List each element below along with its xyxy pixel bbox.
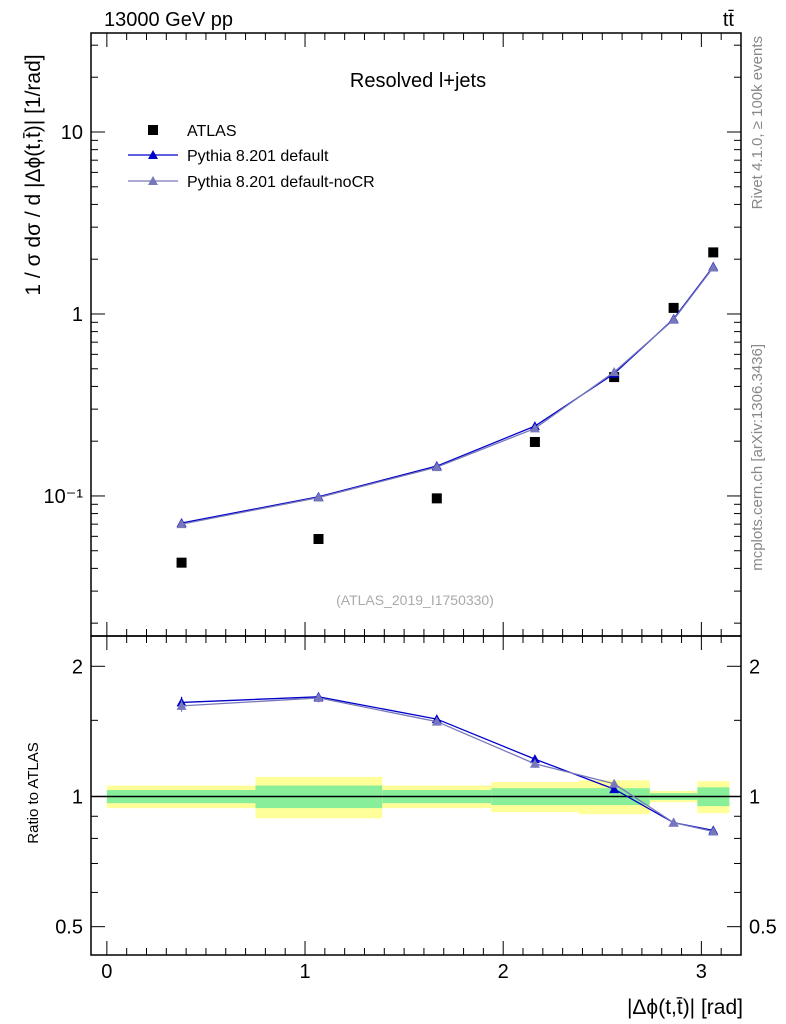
main-y-axis-label: 1 / σ dσ / d |Δϕ(t,t̄)| [1/rad] bbox=[22, 54, 45, 295]
ratio-marker-s0-3 bbox=[529, 754, 540, 764]
atlas-point-1 bbox=[313, 534, 324, 545]
ratio-y-tick-label-left-2: 2 bbox=[72, 656, 83, 678]
mcplots-label: mcplots.cern.ch [arXiv:1306.3436] bbox=[749, 344, 766, 571]
main-series-layer bbox=[176, 247, 719, 568]
ratio-marker-s1-5 bbox=[668, 817, 679, 827]
frames-layer bbox=[90, 32, 742, 956]
legend-label-0: ATLAS bbox=[187, 123, 237, 140]
x-tick-label-2: 2 bbox=[498, 961, 509, 983]
main-y-tick-label-1: 1 bbox=[72, 304, 83, 326]
ratio-frame bbox=[90, 635, 742, 956]
process-label: tt̄ bbox=[723, 9, 735, 31]
main-marker-s2-5 bbox=[668, 314, 679, 324]
main-line-2 bbox=[181, 267, 714, 525]
legend-marker-1 bbox=[148, 150, 158, 159]
main-marker-s2-1 bbox=[313, 492, 324, 502]
ratio-marker-s0-4 bbox=[609, 784, 620, 794]
main-marker-s2-6 bbox=[708, 262, 719, 272]
main-line-1 bbox=[181, 266, 714, 524]
main-y-tick-label-10: 10 bbox=[61, 122, 83, 144]
ratio-y-tick-label-right-1: 1 bbox=[749, 786, 760, 808]
atlas-point-2 bbox=[431, 493, 442, 504]
ratio-series-layer bbox=[176, 691, 719, 836]
main-marker-s2-2 bbox=[431, 462, 442, 472]
ratio-y-tick-label-left-1: 1 bbox=[72, 786, 83, 808]
ratio-marker-s1-4 bbox=[609, 778, 620, 788]
x-tick-label-0: 0 bbox=[101, 961, 112, 983]
main-title: Resolved l+jets bbox=[350, 70, 486, 92]
analysis-watermark: (ATLAS_2019_I1750330) bbox=[336, 592, 494, 608]
x-axis-label: |Δϕ(t,t̄)| [rad] bbox=[627, 996, 743, 1019]
main-marker-s2-3 bbox=[529, 423, 540, 433]
ratio-y-tick-label-right-2: 2 bbox=[749, 656, 760, 678]
ticks-layer bbox=[91, 33, 742, 955]
legend: ATLAS Pythia 8.201 default Pythia 8.201 de… bbox=[128, 123, 375, 191]
ratio-marker-s1-3 bbox=[529, 758, 540, 768]
x-tick-label-1: 1 bbox=[299, 961, 310, 983]
legend-label-1: Pythia 8.201 default bbox=[187, 148, 329, 165]
x-tick-label-3: 3 bbox=[696, 961, 707, 983]
ratio-marker-s1-2 bbox=[431, 716, 442, 726]
ratio-y-tick-label-left-0.5: 0.5 bbox=[55, 917, 83, 939]
legend-marker-2 bbox=[148, 176, 158, 185]
atlas-point-6 bbox=[708, 247, 719, 258]
atlas-point-3 bbox=[529, 436, 540, 447]
ratio-marker-s1-0 bbox=[176, 700, 187, 710]
main-marker-s2-4 bbox=[609, 366, 620, 376]
main-marker-s2-0 bbox=[176, 519, 187, 529]
ratio-y-axis-label: Ratio to ATLAS bbox=[25, 742, 42, 843]
legend-label-2: Pythia 8.201 default-noCR bbox=[187, 174, 375, 191]
atlas-point-0 bbox=[176, 557, 187, 568]
atlas-point-5 bbox=[668, 302, 679, 313]
tick-labels-layer: 0 1 2 3 10⁻¹ 1 10 0.5 0.5 1 1 2 2 bbox=[44, 122, 777, 983]
main-y-tick-label-0.1: 10⁻¹ bbox=[44, 486, 84, 508]
ratio-marker-s1-6 bbox=[708, 826, 719, 836]
legend-marker-0 bbox=[148, 125, 158, 135]
energy-label: 13000 GeV pp bbox=[104, 9, 233, 31]
ratio-marker-s1-1 bbox=[313, 692, 324, 702]
rivet-label: Rivet 4.1.0, ≥ 100k events bbox=[749, 36, 766, 209]
ratio-y-tick-label-right-0.5: 0.5 bbox=[749, 917, 777, 939]
